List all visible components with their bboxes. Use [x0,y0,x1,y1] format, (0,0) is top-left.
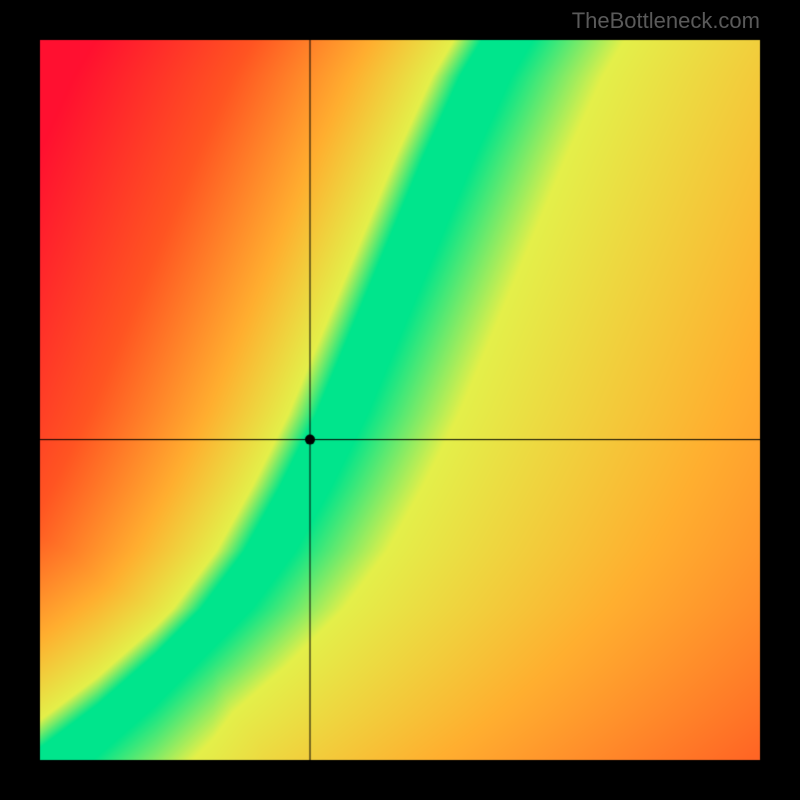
bottleneck-heatmap [0,0,800,800]
chart-container: TheBottleneck.com [0,0,800,800]
watermark-text: TheBottleneck.com [572,8,760,34]
